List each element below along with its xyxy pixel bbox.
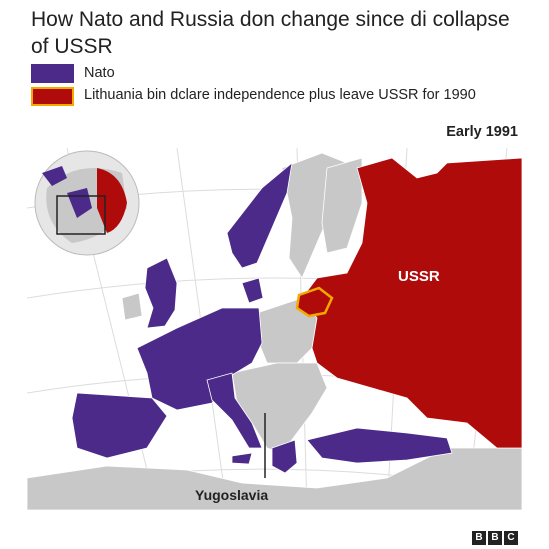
map-date: Early 1991 [446,124,518,140]
lithuania [295,286,334,318]
page-title: How Nato and Russia don change since di … [31,8,510,58]
logo-letter: B [472,531,486,545]
legend-label-lithuania: Lithuania bin dclare independence plus l… [84,87,476,103]
legend-label-nato: Nato [84,65,115,81]
logo-letter: B [488,531,502,545]
yugoslavia-label: Yugoslavia [195,487,269,503]
logo-letter: C [504,531,518,545]
legend-swatch-nato [31,64,74,83]
ussr-territory [301,157,522,449]
bbc-logo: B B C [472,531,518,545]
europe-map [27,148,522,510]
globe-inset [34,150,140,256]
legend-swatch-lithuania [31,87,74,106]
ussr-label: USSR [398,268,440,285]
